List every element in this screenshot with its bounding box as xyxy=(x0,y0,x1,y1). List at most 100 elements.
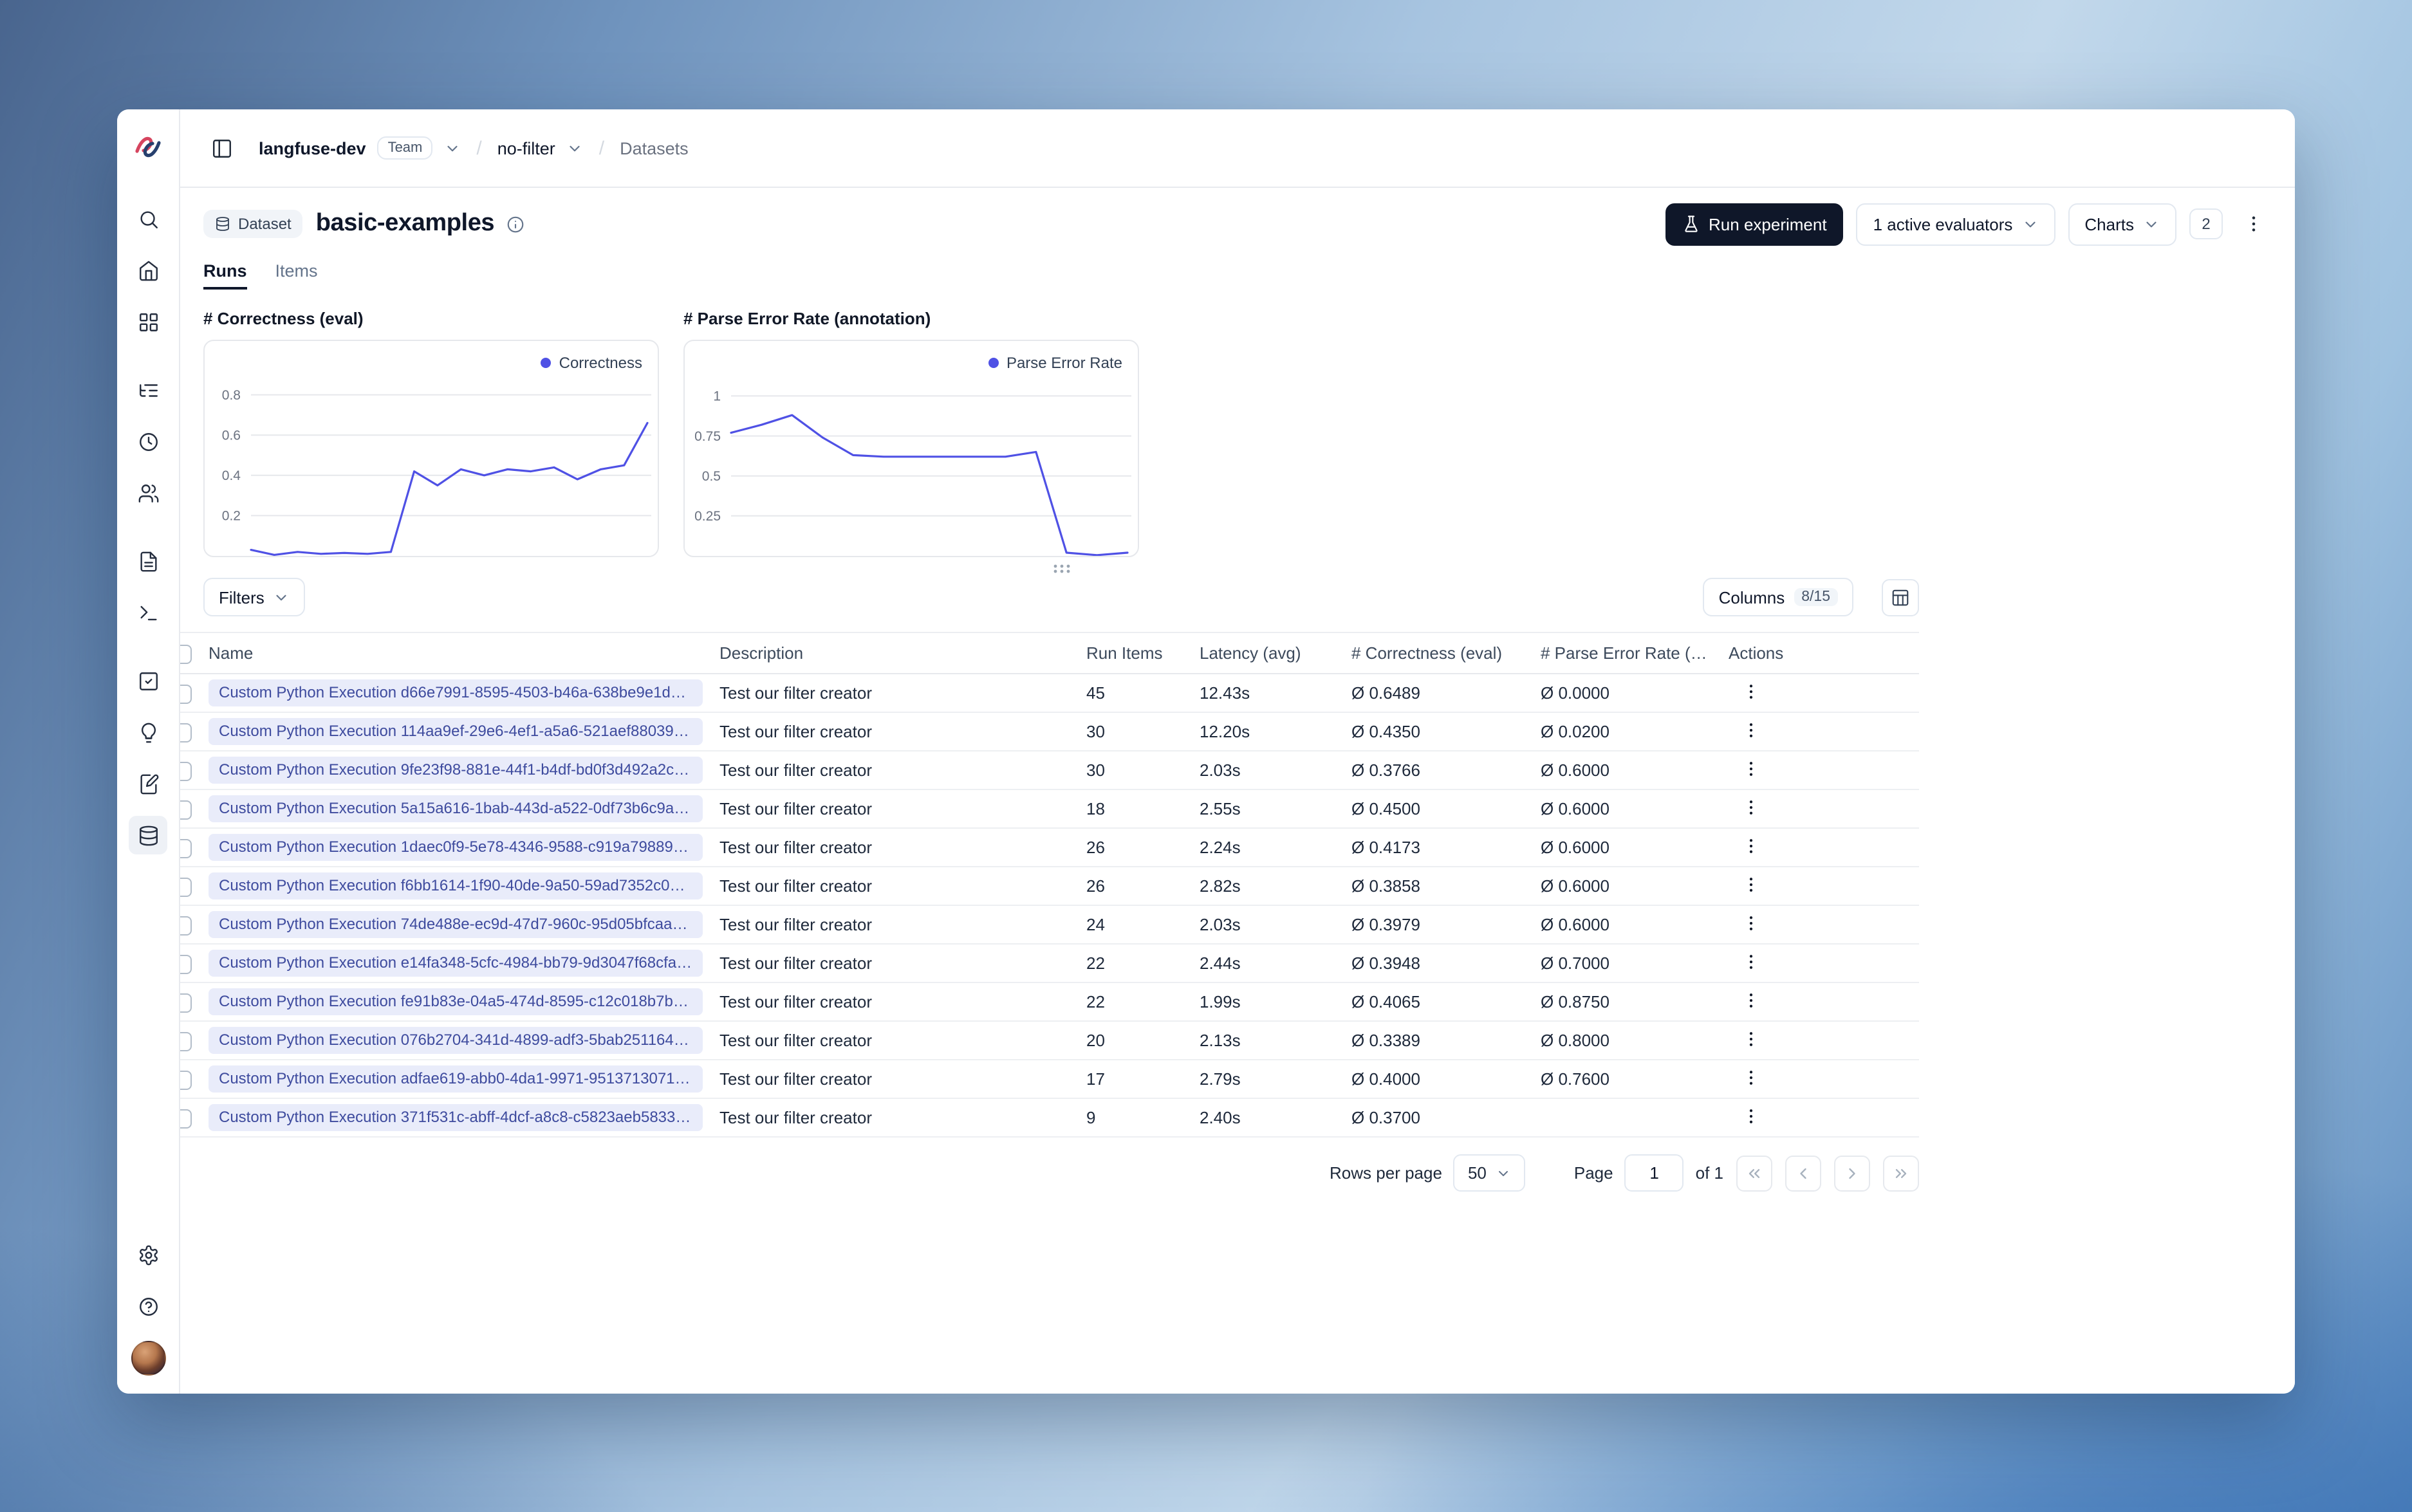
panel-left-toggle-icon[interactable] xyxy=(203,130,239,166)
breadcrumb-project[interactable]: no-filter xyxy=(497,138,555,158)
column-header-run-items[interactable]: Run Items xyxy=(1086,632,1200,674)
drag-handle-icon[interactable] xyxy=(1051,564,1071,574)
column-header-name[interactable]: Name xyxy=(209,632,719,674)
info-icon[interactable] xyxy=(506,214,525,234)
row-checkbox[interactable] xyxy=(180,1109,192,1129)
row-actions-kebab-icon[interactable] xyxy=(1741,681,1761,701)
page-title: basic-examples xyxy=(315,210,495,237)
user-avatar[interactable] xyxy=(131,1341,165,1376)
run-name-link[interactable]: Custom Python Execution d66e7991-8595-45… xyxy=(209,679,703,706)
chevron-down-icon[interactable] xyxy=(567,140,584,156)
row-checkbox[interactable] xyxy=(180,916,192,936)
row-checkbox[interactable] xyxy=(180,684,192,704)
run-name-link[interactable]: Custom Python Execution 114aa9ef-29e6-4e… xyxy=(209,718,703,745)
run-parse-error: Ø 0.6000 xyxy=(1541,867,1729,906)
row-actions-kebab-icon[interactable] xyxy=(1741,836,1761,855)
run-latency: 2.44s xyxy=(1200,944,1351,983)
row-checkbox[interactable] xyxy=(180,993,192,1013)
row-checkbox[interactable] xyxy=(180,1070,192,1090)
home-icon[interactable] xyxy=(129,251,167,290)
sessions-clock-icon[interactable] xyxy=(129,422,167,461)
chart-legend: Correctness xyxy=(541,354,642,372)
row-actions xyxy=(1729,789,1919,829)
page-kebab-menu-icon[interactable] xyxy=(2236,206,2272,242)
run-correctness: Ø 0.3700 xyxy=(1351,1098,1541,1138)
breadcrumb-separator: / xyxy=(598,137,605,159)
row-checkbox[interactable] xyxy=(180,877,192,897)
row-actions-kebab-icon[interactable] xyxy=(1741,990,1761,1010)
row-checkbox[interactable] xyxy=(180,761,192,781)
users-icon[interactable] xyxy=(129,474,167,512)
table-header-row: Name Description Run Items Latency (avg)… xyxy=(180,632,1919,674)
row-checkbox[interactable] xyxy=(180,838,192,858)
run-items-count: 26 xyxy=(1086,867,1200,906)
filters-button[interactable]: Filters xyxy=(203,578,306,616)
row-actions-kebab-icon[interactable] xyxy=(1741,759,1761,778)
help-circle-icon[interactable] xyxy=(129,1287,167,1325)
row-actions-kebab-icon[interactable] xyxy=(1741,720,1761,739)
row-checkbox[interactable] xyxy=(180,1031,192,1051)
row-checkbox[interactable] xyxy=(180,800,192,820)
search-icon[interactable] xyxy=(129,199,167,238)
run-name-link[interactable]: Custom Python Execution adfae619-abb0-4d… xyxy=(209,1065,703,1093)
active-evaluators-dropdown[interactable]: 1 active evaluators xyxy=(1856,203,2055,245)
run-items-count: 9 xyxy=(1086,1098,1200,1138)
column-header-actions: Actions xyxy=(1729,632,1919,674)
run-name-link[interactable]: Custom Python Execution 74de488e-ec9d-47… xyxy=(209,911,703,938)
run-name-link[interactable]: Custom Python Execution 9fe23f98-881e-44… xyxy=(209,757,703,784)
run-description: Test our filter creator xyxy=(719,828,1086,867)
chevron-down-icon[interactable] xyxy=(444,140,461,156)
column-header-parse-error[interactable]: # Parse Error Rate (an... xyxy=(1541,632,1729,674)
next-page-button[interactable] xyxy=(1834,1155,1870,1191)
charts-dropdown[interactable]: Charts xyxy=(2068,203,2176,245)
row-actions xyxy=(1729,828,1919,867)
datasets-database-icon[interactable] xyxy=(129,816,167,854)
row-actions-kebab-icon[interactable] xyxy=(1741,952,1761,971)
row-actions-kebab-icon[interactable] xyxy=(1741,913,1761,932)
first-page-button[interactable] xyxy=(1736,1155,1772,1191)
row-actions-kebab-icon[interactable] xyxy=(1741,1067,1761,1087)
annotation-notebook-pen-icon[interactable] xyxy=(129,764,167,803)
last-page-button[interactable] xyxy=(1883,1155,1919,1191)
run-name-link[interactable]: Custom Python Execution f6bb1614-1f90-40… xyxy=(209,872,703,899)
tracing-list-tree-icon[interactable] xyxy=(129,371,167,409)
page-number-input[interactable] xyxy=(1624,1154,1684,1192)
column-header-description[interactable]: Description xyxy=(719,632,1086,674)
tab-items[interactable]: Items xyxy=(275,261,318,281)
run-latency: 2.03s xyxy=(1200,905,1351,945)
select-all-checkbox[interactable] xyxy=(180,644,192,664)
column-header-correctness[interactable]: # Correctness (eval) xyxy=(1351,632,1541,674)
row-actions-kebab-icon[interactable] xyxy=(1741,1106,1761,1125)
columns-button[interactable]: Columns 8/15 xyxy=(1703,578,1853,616)
breadcrumb-section[interactable]: Datasets xyxy=(620,138,689,158)
playground-terminal-icon[interactable] xyxy=(129,593,167,632)
run-name-link[interactable]: Custom Python Execution fe91b83e-04a5-47… xyxy=(209,988,703,1015)
row-actions-kebab-icon[interactable] xyxy=(1741,797,1761,816)
breadcrumb-org[interactable]: langfuse-dev xyxy=(259,138,366,158)
run-name-link[interactable]: Custom Python Execution e14fa348-5cfc-49… xyxy=(209,950,703,977)
run-correctness: Ø 0.4500 xyxy=(1351,789,1541,829)
run-experiment-button[interactable]: Run experiment xyxy=(1665,203,1844,245)
row-actions-kebab-icon[interactable] xyxy=(1741,1029,1761,1048)
run-name-link[interactable]: Custom Python Execution 371f531c-abff-4d… xyxy=(209,1104,703,1131)
row-checkbox[interactable] xyxy=(180,954,192,974)
evaluators-lightbulb-icon[interactable] xyxy=(129,713,167,751)
row-actions xyxy=(1729,982,1919,1022)
langfuse-logo-icon[interactable] xyxy=(129,127,167,166)
run-name-link[interactable]: Custom Python Execution 1daec0f9-5e78-43… xyxy=(209,834,703,861)
row-checkbox[interactable] xyxy=(180,723,192,742)
run-items-count: 22 xyxy=(1086,982,1200,1022)
previous-page-button[interactable] xyxy=(1785,1155,1821,1191)
prompts-file-icon[interactable] xyxy=(129,542,167,580)
tab-runs[interactable]: Runs xyxy=(203,261,247,290)
table-view-icon[interactable] xyxy=(1882,578,1919,616)
scores-check-square-icon[interactable] xyxy=(129,661,167,700)
rows-per-page-select[interactable]: 50 xyxy=(1453,1154,1525,1192)
dashboard-grid-icon[interactable] xyxy=(129,302,167,341)
run-name-link[interactable]: Custom Python Execution 076b2704-341d-48… xyxy=(209,1027,703,1054)
run-parse-error: Ø 0.7600 xyxy=(1541,1060,1729,1099)
run-name-link[interactable]: Custom Python Execution 5a15a616-1bab-44… xyxy=(209,795,703,822)
column-header-latency[interactable]: Latency (avg) xyxy=(1200,632,1351,674)
settings-gear-icon[interactable] xyxy=(129,1235,167,1274)
row-actions-kebab-icon[interactable] xyxy=(1741,874,1761,894)
